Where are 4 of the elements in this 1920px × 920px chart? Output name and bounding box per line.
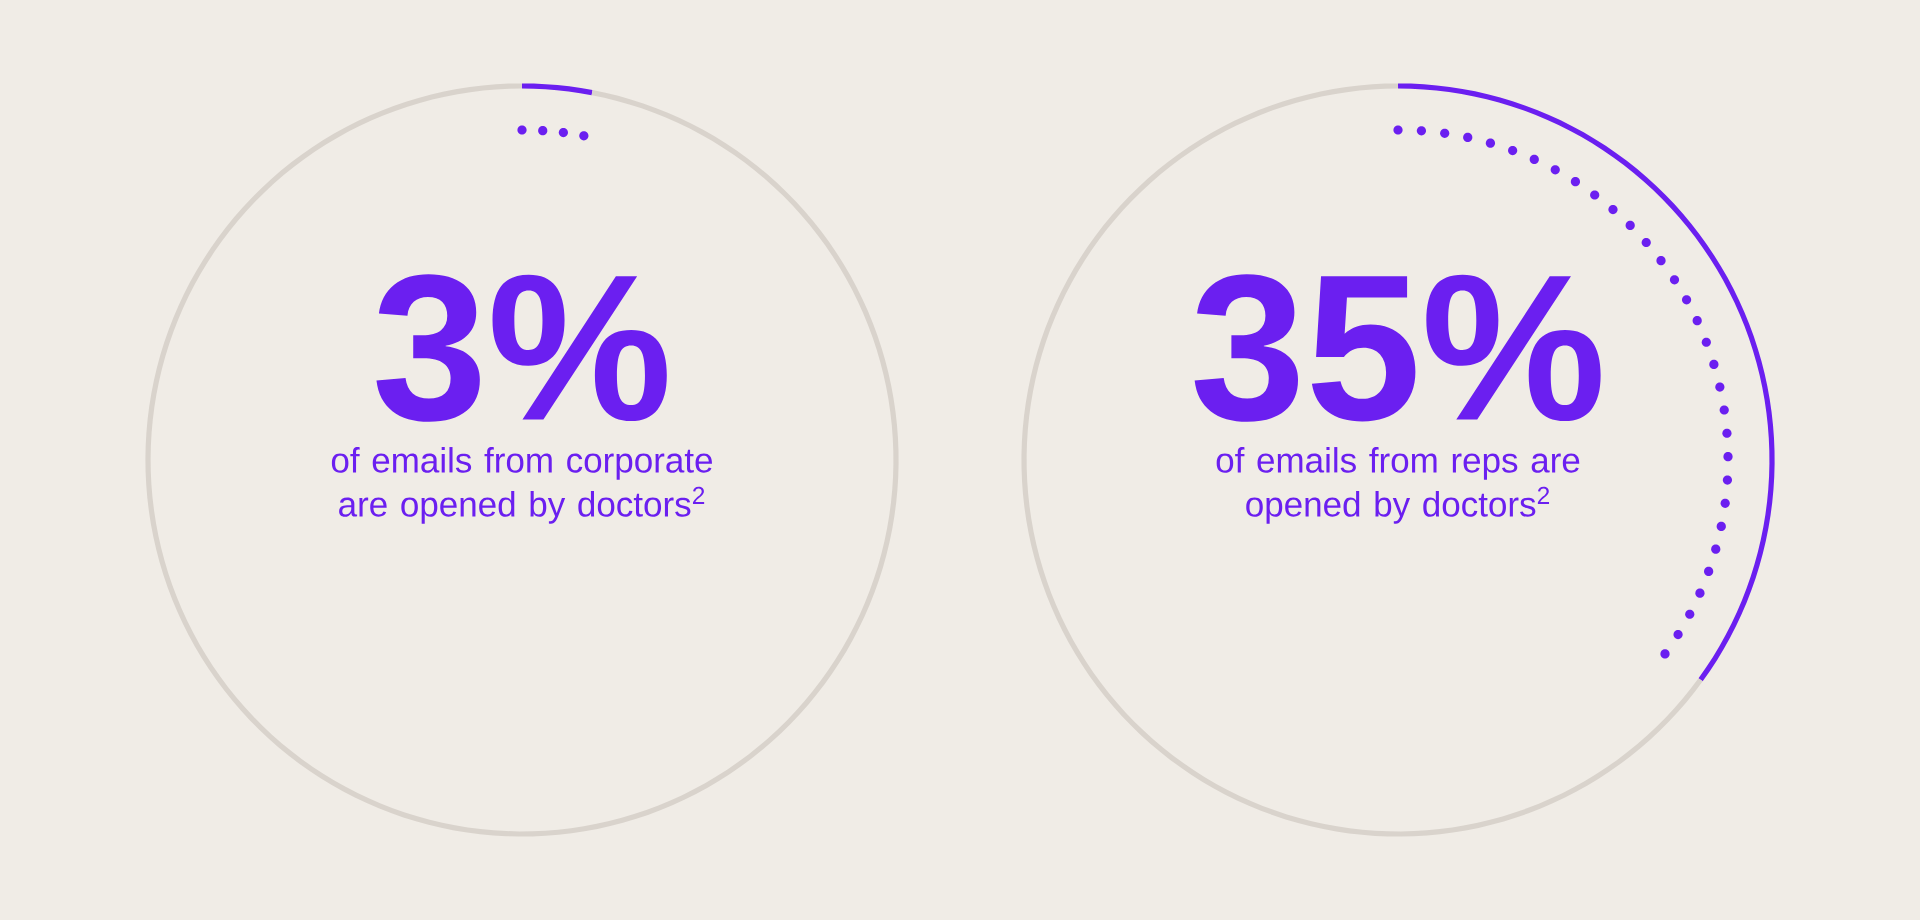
text: of emails from corporate are opened by doctors$^{2}$ xyxy=(331,447,712,524)
data-label: 35% xyxy=(1194,274,1601,422)
text: of emails from reps are opened by doctors$^{2}$ xyxy=(1216,447,1580,524)
data-label: 3% xyxy=(376,274,667,422)
